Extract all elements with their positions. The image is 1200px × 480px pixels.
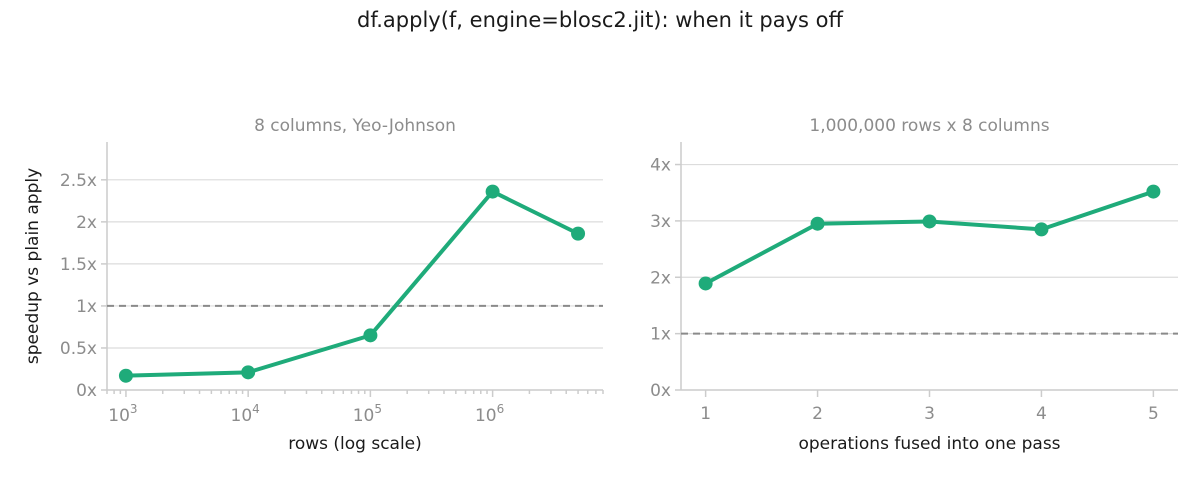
x-tick-label: 104 bbox=[231, 402, 260, 426]
y-tick-label: 4x bbox=[650, 156, 671, 176]
y-tick-label: 2x bbox=[76, 213, 97, 233]
x-tick-label: 4 bbox=[1036, 404, 1047, 424]
data-point bbox=[810, 216, 825, 231]
x-tick-label: 2 bbox=[812, 404, 823, 424]
x-tick-exponent: 3 bbox=[130, 402, 138, 416]
x-tick-exponent: 4 bbox=[252, 402, 260, 416]
left-panel: 8 columns, Yeo-Johnson 0x 0.5x 1x 1.5x 2x 2.5x… bbox=[23, 116, 604, 454]
x-tick-exponent: 5 bbox=[374, 402, 382, 416]
x-tick-base: 10 bbox=[108, 406, 130, 426]
y-tick-label: 1x bbox=[650, 325, 671, 345]
x-tick-base: 10 bbox=[353, 406, 375, 426]
subplot-title: 8 columns, Yeo-Johnson bbox=[254, 116, 456, 136]
x-tick-base: 10 bbox=[231, 406, 253, 426]
x-tick-label: 3 bbox=[924, 404, 935, 424]
data-point bbox=[118, 368, 133, 383]
data-point bbox=[571, 226, 586, 241]
x-tick-label: 105 bbox=[353, 402, 382, 426]
figure-title: df.apply(f, engine=blosc2.jit): when it … bbox=[357, 8, 843, 32]
data-point bbox=[698, 276, 713, 291]
data-point bbox=[922, 214, 937, 229]
x-tick-label: 106 bbox=[475, 402, 504, 426]
x-tick-label: 103 bbox=[108, 402, 137, 426]
x-axis-label: rows (log scale) bbox=[288, 434, 422, 454]
y-tick-label: 0x bbox=[650, 381, 671, 401]
subplot-title: 1,000,000 rows x 8 columns bbox=[809, 116, 1049, 136]
x-tick-label: 5 bbox=[1148, 404, 1159, 424]
y-tick-label: 0x bbox=[76, 381, 97, 401]
data-point bbox=[241, 365, 256, 380]
y-tick-label: 2.5x bbox=[60, 171, 97, 191]
data-point bbox=[1146, 184, 1161, 199]
y-tick-label: 1x bbox=[76, 297, 97, 317]
data-point bbox=[1034, 222, 1049, 237]
y-tick-label: 3x bbox=[650, 212, 671, 232]
y-axis-label: speedup vs plain apply bbox=[23, 168, 43, 364]
x-tick-base: 10 bbox=[475, 406, 497, 426]
x-tick-exponent: 6 bbox=[497, 402, 505, 416]
x-tick-label: 1 bbox=[700, 404, 711, 424]
data-point bbox=[485, 184, 500, 199]
y-tick-label: 1.5x bbox=[60, 255, 97, 275]
x-axis-label: operations fused into one pass bbox=[798, 434, 1060, 454]
right-panel: 1,000,000 rows x 8 columns 0x 1x 2x 3x 4x 1 2 3 4… bbox=[650, 116, 1178, 454]
y-tick-label: 0.5x bbox=[60, 339, 97, 359]
series-line bbox=[704, 189, 1155, 286]
data-point bbox=[363, 328, 378, 343]
y-tick-label: 2x bbox=[650, 268, 671, 288]
